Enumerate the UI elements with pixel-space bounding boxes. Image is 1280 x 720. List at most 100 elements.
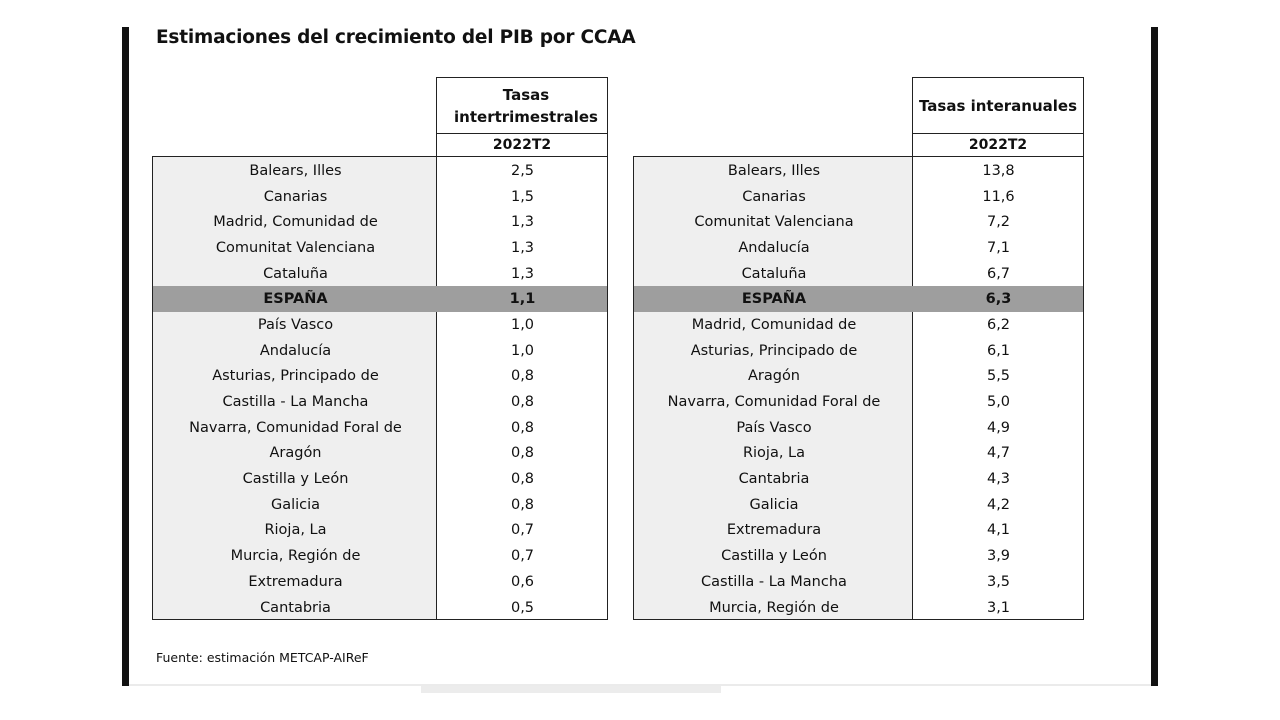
- right-region-name: Balears, Illes: [727, 162, 821, 179]
- left-table-rows: Balears, Illes 2,5 Canarias 1,5 Madrid, Comu…: [153, 158, 607, 620]
- right-region-name: ESPAÑA: [741, 291, 807, 308]
- right-region-name: Galicia: [749, 496, 799, 513]
- right-rate-value: 5,5: [986, 368, 1011, 385]
- table-row: Extremadura 0,6: [153, 569, 607, 595]
- right-rate-value: 7,1: [986, 239, 1011, 256]
- right-rate-value: 5,0: [986, 394, 1011, 411]
- left-region-name: Asturias, Principado de: [212, 368, 379, 385]
- right-rate-value: 4,1: [986, 522, 1011, 539]
- left-header-label: Tasas intertrimestrales: [454, 86, 598, 126]
- right-region-name: Comunitat Valenciana: [694, 214, 854, 231]
- table-row: Navarra, Comunidad Foral de 0,8: [153, 415, 607, 441]
- left-region-name: Balears, Illes: [249, 162, 342, 179]
- right-region-name: Asturias, Principado de: [690, 342, 858, 359]
- left-rate-value: 1,5: [510, 188, 535, 205]
- left-table: Balears, Illes 2,5 Canarias 1,5 Madrid, Comu…: [152, 156, 608, 620]
- table-row: Navarra, Comunidad Foral de 5,0: [634, 389, 1083, 415]
- right-region-name: Canarias: [742, 188, 806, 205]
- left-region-name: Canarias: [263, 188, 328, 205]
- left-rate-value: 1,3: [510, 265, 535, 282]
- right-rate-value: 3,1: [986, 599, 1011, 616]
- table-row: Balears, Illes 2,5: [153, 158, 607, 184]
- right-region-name: Rioja, La: [742, 445, 806, 462]
- right-rate-value: 4,7: [986, 445, 1011, 462]
- right-region-name: Extremadura: [726, 522, 822, 539]
- table-row: Madrid, Comunidad de 1,3: [153, 209, 607, 235]
- right-region-name: Cataluña: [741, 265, 807, 282]
- table-row: ESPAÑA 1,1: [153, 286, 607, 313]
- table-row: Asturias, Principado de 6,1: [634, 338, 1083, 364]
- left-rate-value: 0,7: [510, 522, 535, 539]
- left-region-name: Galicia: [270, 496, 321, 513]
- left-rate-value: 0,5: [510, 599, 535, 616]
- right-region-name: Madrid, Comunidad de: [691, 316, 857, 333]
- right-region-name: Castilla - La Mancha: [701, 573, 847, 590]
- table-row: Andalucía 1,0: [153, 338, 607, 364]
- table-row: Castilla - La Mancha 3,5: [634, 569, 1083, 595]
- left-rate-value: 1,1: [509, 291, 536, 308]
- document-bottom-edge: [129, 684, 1151, 686]
- right-rate-value: 6,1: [986, 342, 1011, 359]
- left-region-column: [153, 157, 437, 619]
- table-row: Castilla y León 0,8: [153, 466, 607, 492]
- table-row: Cantabria 4,3: [634, 466, 1083, 492]
- left-region-name: Castilla - La Mancha: [222, 394, 369, 411]
- right-rate-value: 6,3: [985, 291, 1012, 308]
- left-region-name: Rioja, La: [264, 522, 327, 539]
- left-rate-value: 0,7: [510, 548, 535, 565]
- right-rate-value: 4,3: [986, 471, 1011, 488]
- table-row: Castilla - La Mancha 0,8: [153, 389, 607, 415]
- left-rate-value: 0,8: [510, 471, 535, 488]
- right-rate-value: 11,6: [982, 188, 1015, 205]
- table-row: Aragón 5,5: [634, 364, 1083, 390]
- left-region-name: País Vasco: [257, 316, 334, 333]
- left-region-name: Madrid, Comunidad de: [213, 214, 378, 231]
- left-rate-value: 0,8: [510, 368, 535, 385]
- left-region-name: ESPAÑA: [263, 291, 328, 308]
- left-region-name: Andalucía: [259, 342, 332, 359]
- table-row: Castilla y León 3,9: [634, 543, 1083, 569]
- right-region-column: [634, 157, 913, 619]
- table-row: Rioja, La 0,7: [153, 518, 607, 544]
- table-row: Canarias 1,5: [153, 184, 607, 210]
- right-region-name: Navarra, Comunidad Foral de: [667, 394, 881, 411]
- right-region-name: Aragón: [747, 368, 801, 385]
- table-row: Murcia, Región de 3,1: [634, 595, 1083, 621]
- left-rate-value: 0,8: [510, 496, 535, 513]
- source-note: Fuente: estimación METCAP-AIReF: [156, 650, 369, 665]
- left-region-name: Navarra, Comunidad Foral de: [189, 419, 402, 436]
- left-rate-value: 0,8: [510, 394, 535, 411]
- left-region-name: Murcia, Región de: [230, 548, 361, 565]
- left-rate-value: 0,6: [510, 573, 535, 590]
- right-rate-value: 4,2: [986, 496, 1011, 513]
- left-region-name: Comunitat Valenciana: [215, 239, 376, 256]
- table-row: País Vasco 1,0: [153, 312, 607, 338]
- table-row: Comunitat Valenciana 7,2: [634, 209, 1083, 235]
- right-rate-value: 3,9: [986, 548, 1011, 565]
- left-region-name: Aragón: [269, 445, 322, 462]
- table-row: Cantabria 0,5: [153, 595, 607, 621]
- right-rate-value: 13,8: [982, 162, 1015, 179]
- left-region-name: Extremadura: [248, 573, 343, 590]
- right-table-rows: Balears, Illes 13,8 Canarias 11,6 Comunitat …: [634, 158, 1083, 620]
- document-right-border: [1151, 27, 1158, 686]
- right-rate-value: 6,7: [986, 265, 1011, 282]
- table-row: ESPAÑA 6,3: [634, 286, 1083, 313]
- table-row: Asturias, Principado de 0,8: [153, 364, 607, 390]
- right-region-name: Castilla y León: [721, 548, 827, 565]
- left-rate-value: 2,5: [510, 162, 535, 179]
- table-row: Aragón 0,8: [153, 441, 607, 467]
- table-row: Madrid, Comunidad de 6,2: [634, 312, 1083, 338]
- left-region-name: Cantabria: [260, 599, 331, 616]
- left-rate-value: 1,0: [510, 316, 535, 333]
- table-row: Galicia 0,8: [153, 492, 607, 518]
- right-header-period: 2022T2: [913, 133, 1083, 156]
- table-row: Rioja, La 4,7: [634, 441, 1083, 467]
- right-table: Balears, Illes 13,8 Canarias 11,6 Comunitat …: [633, 156, 1084, 620]
- right-table-header: Tasas interanuales 2022T2: [912, 77, 1084, 157]
- right-region-name: Cantabria: [738, 471, 810, 488]
- left-rate-value: 1,3: [510, 214, 535, 231]
- left-rate-value: 1,0: [510, 342, 535, 359]
- left-header-period: 2022T2: [437, 133, 607, 156]
- table-row: Balears, Illes 13,8: [634, 158, 1083, 184]
